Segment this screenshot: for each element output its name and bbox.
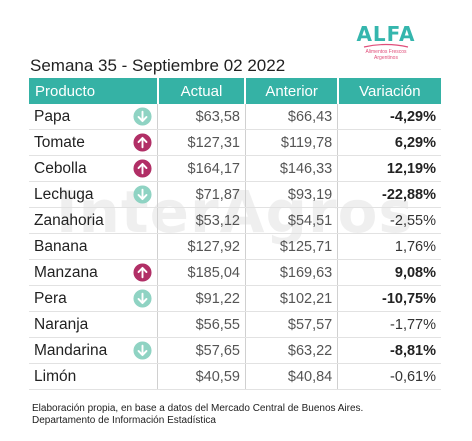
actual-cell: $185,04 (157, 259, 246, 286)
product-cell: Papa (29, 104, 158, 130)
table-row: Manzana $185,04 $169,63 9,08% (29, 259, 441, 286)
arrow-down-icon (133, 107, 152, 126)
arrow-up-icon (133, 263, 152, 282)
product-cell: Mandarina (29, 337, 158, 364)
source-note: Elaboración propia, en base a datos del … (32, 403, 363, 427)
variation-cell: -0,61% (337, 363, 441, 390)
actual-cell: $91,22 (157, 285, 246, 312)
arrow-down-icon (133, 289, 152, 308)
variation-cell: 12,19% (337, 155, 441, 182)
product-cell: Pera (29, 285, 158, 312)
variation-cell: 9,08% (337, 259, 441, 286)
product-cell: Cebolla (29, 155, 158, 182)
source-note-line1: Elaboración propia, en base a datos del … (32, 403, 364, 414)
logo-subtitle-line2: Argentinos (374, 55, 398, 61)
table-row: Limón $40,59 $40,84 -0,61% (29, 363, 441, 390)
actual-cell: $63,58 (157, 104, 246, 130)
arrow-up-icon (133, 159, 152, 178)
column-header-product: Producto (29, 78, 159, 104)
actual-cell: $71,87 (157, 181, 246, 208)
product-cell: Naranja (29, 311, 158, 338)
actual-cell: $127,31 (157, 129, 246, 156)
variation-cell: -22,88% (337, 181, 441, 208)
table-row: Lechuga $71,87 $93,19 -22,88% (29, 181, 441, 208)
table-row: Mandarina $57,65 $63,22 -8,81% (29, 337, 441, 364)
product-name: Manzana (34, 263, 98, 281)
product-cell: Zanahoria (29, 207, 158, 234)
previous-cell: $54,51 (245, 207, 339, 234)
arrow-down-icon (133, 341, 152, 360)
previous-cell: $63,22 (245, 337, 339, 364)
product-cell: Manzana (29, 259, 158, 286)
page-title: Semana 35 - Septiembre 02 2022 (30, 56, 286, 75)
product-name: Lechuga (34, 185, 94, 203)
table-row: Zanahoria $53,12 $54,51 -2,55% (29, 207, 441, 234)
column-header-previous: Anterior (245, 78, 339, 104)
logo-word: ALFA (356, 22, 416, 46)
variation-cell: -4,29% (337, 104, 441, 130)
column-header-variation: Variación (337, 78, 441, 104)
arrow-up-icon (133, 133, 152, 152)
product-name: Naranja (34, 315, 89, 333)
column-header-actual: Actual (157, 78, 247, 104)
actual-cell: $57,65 (157, 337, 246, 364)
actual-cell: $40,59 (157, 363, 246, 390)
variation-cell: -8,81% (337, 337, 441, 364)
logo-subtitle-line1: Alimentos Frescos (365, 49, 407, 55)
previous-cell: $40,84 (245, 363, 339, 390)
table-row: Naranja $56,55 $57,57 -1,77% (29, 311, 441, 338)
product-name: Limón (34, 367, 77, 385)
variation-cell: 6,29% (337, 129, 441, 156)
previous-cell: $169,63 (245, 259, 339, 286)
table-body: Papa $63,58 $66,43 -4,29% Tomate $127,31 $119,… (29, 104, 441, 390)
variation-cell: -10,75% (337, 285, 441, 312)
product-name: Papa (34, 107, 71, 125)
product-cell: Tomate (29, 129, 158, 156)
price-table: Producto Actual Anterior Variación Papa $… (29, 78, 441, 390)
table-row: Cebolla $164,17 $146,33 12,19% (29, 155, 441, 182)
previous-cell: $66,43 (245, 104, 339, 130)
product-cell: Banana (29, 233, 158, 260)
variation-cell: -2,55% (337, 207, 441, 234)
arrow-down-icon (133, 185, 152, 204)
table-row: Pera $91,22 $102,21 -10,75% (29, 285, 441, 312)
actual-cell: $127,92 (157, 233, 246, 260)
product-name: Mandarina (34, 341, 108, 359)
previous-cell: $93,19 (245, 181, 339, 208)
product-cell: Limón (29, 363, 158, 390)
product-cell: Lechuga (29, 181, 158, 208)
product-name: Banana (34, 237, 88, 255)
product-name: Zanahoria (34, 211, 104, 229)
actual-cell: $164,17 (157, 155, 246, 182)
table-header-row: Producto Actual Anterior Variación (29, 78, 441, 104)
logo-swoosh-icon (363, 43, 409, 48)
actual-cell: $56,55 (157, 311, 246, 338)
product-name: Cebolla (34, 159, 87, 177)
variation-cell: -1,77% (337, 311, 441, 338)
previous-cell: $146,33 (245, 155, 339, 182)
logo-subtitle: Alimentos Frescos Argentinos (356, 49, 416, 61)
alfa-logo: ALFA Alimentos Frescos Argentinos (356, 16, 416, 74)
source-note-line2: Departamento de Información Estadística (32, 415, 216, 426)
table-row: Papa $63,58 $66,43 -4,29% (29, 104, 441, 130)
variation-cell: 1,76% (337, 233, 441, 260)
product-name: Tomate (34, 133, 85, 151)
previous-cell: $102,21 (245, 285, 339, 312)
actual-cell: $53,12 (157, 207, 246, 234)
previous-cell: $125,71 (245, 233, 339, 260)
product-name: Pera (34, 289, 67, 307)
previous-cell: $57,57 (245, 311, 339, 338)
table-row: Banana $127,92 $125,71 1,76% (29, 233, 441, 260)
previous-cell: $119,78 (245, 129, 339, 156)
table-row: Tomate $127,31 $119,78 6,29% (29, 129, 441, 156)
